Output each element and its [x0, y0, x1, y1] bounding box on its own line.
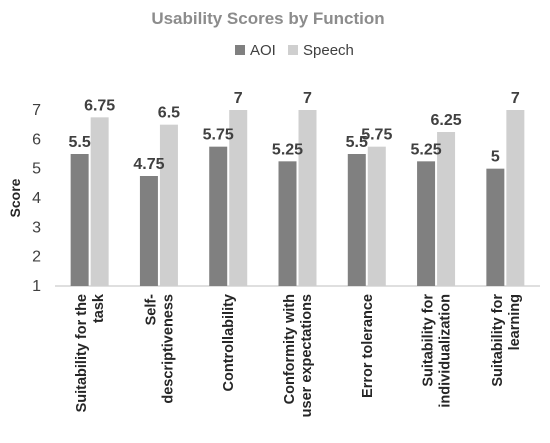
- x-tick-label-line: Self-: [143, 294, 159, 326]
- data-label-aoi: 5.5: [69, 134, 91, 151]
- legend-label-speech: Speech: [303, 42, 354, 59]
- y-tick-label: 5: [32, 161, 41, 178]
- data-labels: 5.56.754.756.55.7575.2575.55.755.256.255…: [69, 90, 520, 173]
- y-tick-label: 4: [32, 190, 41, 207]
- data-label-aoi: 5.25: [411, 141, 442, 158]
- y-axis-ticks: 1 2 3 4 5 6 7: [32, 102, 41, 295]
- x-tick-label: Conformity with user expectations: [282, 294, 315, 417]
- x-tick-label: Suitability for individualization: [421, 294, 454, 408]
- bar-aoi: [417, 161, 436, 286]
- x-tick-label-line: descriptiveness: [160, 294, 176, 404]
- bar-aoi: [139, 176, 158, 286]
- data-label-aoi: 4.75: [133, 156, 164, 173]
- x-tick-label-line: Suitability for: [490, 294, 506, 387]
- y-tick-label: 3: [32, 219, 41, 236]
- bar-speech: [229, 110, 248, 286]
- bar-aoi: [278, 161, 297, 286]
- x-tick-label-line: task: [91, 293, 107, 323]
- x-tick-label-line: individualization: [438, 294, 454, 408]
- bars: [70, 110, 525, 287]
- data-label-speech: 6.5: [158, 105, 180, 122]
- data-label-aoi: 5: [491, 149, 500, 166]
- bar-speech: [367, 146, 386, 286]
- x-tick-label: Error tolerance: [360, 294, 376, 398]
- x-tick-label: Suitability for the task: [74, 293, 107, 412]
- bar-speech: [506, 110, 525, 286]
- y-tick-label: 7: [32, 102, 41, 119]
- x-axis-ticks: Suitability for the task Self-descriptiven…: [74, 293, 523, 417]
- x-tick-label-line: Error tolerance: [360, 294, 376, 398]
- data-label-speech: 7: [511, 90, 520, 107]
- bar-aoi: [347, 154, 366, 286]
- bar-aoi: [70, 154, 89, 286]
- data-label-speech: 6.75: [84, 97, 115, 114]
- y-axis-label: Score: [7, 178, 23, 217]
- y-tick-label: 1: [32, 278, 41, 295]
- x-tick-label-line: Conformity with: [282, 294, 298, 404]
- x-tick-label: Controllability: [221, 294, 237, 391]
- bar-speech: [159, 124, 178, 287]
- data-label-aoi: 5.75: [203, 127, 234, 144]
- legend: AOI Speech: [235, 42, 354, 59]
- bar-speech: [298, 110, 317, 286]
- x-tick-label: Suitability for learning: [490, 294, 523, 387]
- y-tick-label: 2: [32, 249, 41, 266]
- x-tick-label-line: user expectations: [299, 294, 315, 417]
- legend-label-aoi: AOI: [250, 42, 276, 59]
- data-label-speech: 6.25: [431, 112, 462, 129]
- x-tick-label: Self-descriptiveness: [143, 294, 176, 404]
- bar-speech: [437, 132, 456, 286]
- data-label-speech: 7: [303, 90, 312, 107]
- legend-swatch-aoi: [235, 45, 245, 55]
- x-tick-label-line: Suitability for the: [74, 294, 90, 412]
- x-tick-label-line: Suitability for: [421, 294, 437, 387]
- data-label-speech: 5.75: [361, 127, 392, 144]
- data-label-aoi: 5.5: [346, 134, 368, 151]
- bar-speech: [90, 117, 109, 286]
- y-tick-label: 6: [32, 131, 41, 148]
- bar-aoi: [209, 146, 228, 286]
- chart-title: Usability Scores by Function: [151, 9, 384, 28]
- data-label-speech: 7: [234, 90, 243, 107]
- legend-swatch-speech: [288, 45, 298, 55]
- bar-aoi: [486, 168, 505, 286]
- x-tick-label-line: learning: [507, 294, 523, 350]
- x-tick-label-line: Controllability: [221, 294, 237, 391]
- data-label-aoi: 5.25: [272, 141, 303, 158]
